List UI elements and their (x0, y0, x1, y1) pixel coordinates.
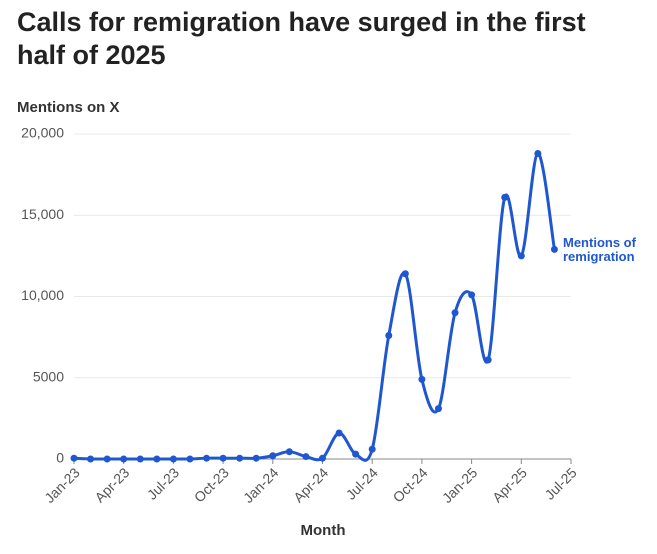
point (434, 405, 442, 413)
series-label: Mentions of remigration (563, 235, 636, 264)
point (451, 309, 459, 317)
point (103, 455, 111, 463)
x-tick-label: Oct-24 (390, 464, 431, 505)
point (136, 455, 144, 463)
y-tick-label: 20,000 (21, 125, 64, 141)
x-tick-label: Apr-23 (91, 464, 132, 505)
x-tick-label: Jul-25 (541, 464, 579, 502)
point (385, 332, 393, 339)
x-tick-label: Apr-25 (489, 464, 530, 505)
y-tick-label: 0 (56, 450, 64, 466)
x-tick-label: Jul-23 (144, 464, 182, 502)
point (484, 356, 492, 364)
x-tick-label: Apr-24 (290, 464, 331, 505)
point (252, 454, 260, 462)
point (236, 454, 244, 462)
y-axis-label: Mentions on X (17, 99, 120, 116)
y-tick-label: 15,000 (21, 206, 64, 222)
point (302, 453, 310, 461)
point (87, 455, 95, 463)
point (186, 455, 194, 463)
point (153, 455, 161, 463)
chart-title: Calls for remigration have surged in the… (17, 7, 586, 70)
point (70, 454, 78, 462)
point (269, 452, 277, 460)
point (319, 454, 326, 462)
point (219, 454, 227, 462)
x-tick-label: Jul-24 (343, 464, 381, 502)
x-tick-label: Jan-25 (439, 464, 481, 506)
x-axis-label: Month (301, 522, 346, 539)
x-tick-label: Oct-23 (191, 464, 232, 505)
point (501, 193, 509, 201)
point (550, 245, 558, 253)
point (517, 252, 525, 260)
point (368, 445, 376, 453)
y-tick-label: 10,000 (21, 287, 64, 303)
point (468, 291, 476, 299)
x-tick-label: Jan-23 (41, 464, 83, 506)
point (335, 429, 343, 437)
point (120, 455, 128, 463)
point (534, 150, 542, 157)
point (401, 270, 409, 278)
point (285, 448, 293, 456)
point (418, 375, 426, 383)
y-tick-label: 5000 (33, 368, 64, 384)
point (352, 450, 360, 458)
x-tick-label: Jan-24 (240, 464, 282, 506)
line (73, 151, 556, 462)
point (203, 454, 211, 462)
point (169, 455, 177, 463)
